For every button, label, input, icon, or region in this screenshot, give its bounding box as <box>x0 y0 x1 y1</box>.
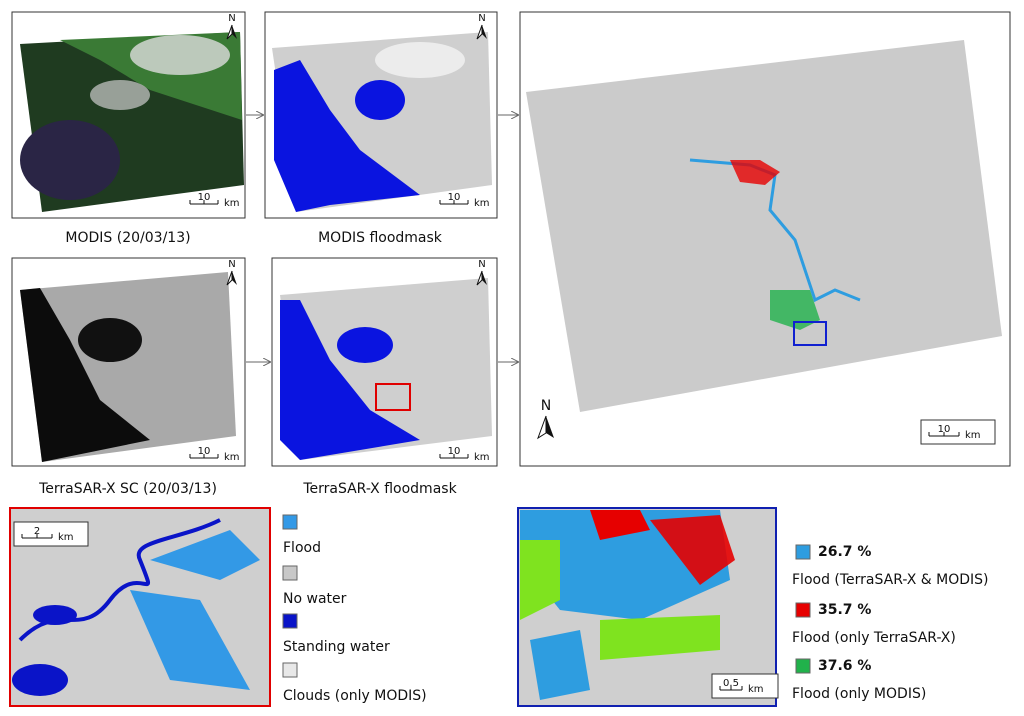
north-arrow <box>546 416 554 438</box>
north-arrow <box>476 24 483 40</box>
scale-box <box>920 419 996 445</box>
north-label: N <box>228 259 235 270</box>
scale-unit: km <box>474 198 490 209</box>
north-arrow <box>226 24 233 40</box>
legend-percent: 26.7 % <box>818 544 871 560</box>
legend-swatch <box>282 662 298 678</box>
north-label: N <box>478 259 485 270</box>
legend-swatch <box>282 565 298 581</box>
scale-value: 10 <box>448 192 461 203</box>
north-arrow <box>476 270 483 286</box>
zoom-standing <box>33 605 77 625</box>
mask-cloud <box>375 42 465 78</box>
mask-flood <box>274 60 420 212</box>
sar-water <box>20 288 150 462</box>
zoom-flood <box>520 540 560 620</box>
scale-box <box>13 521 89 547</box>
scale-value: 0.5 <box>723 678 739 689</box>
zoom-marker <box>793 321 827 346</box>
scale-value: 10 <box>938 424 951 435</box>
north-arrow <box>226 270 233 286</box>
mask-flood <box>337 327 393 363</box>
sar-water <box>78 318 142 362</box>
zoom-flood <box>590 510 650 540</box>
zoom-flood <box>150 530 260 580</box>
north-arrow <box>232 25 237 39</box>
scale-value: 10 <box>448 446 461 457</box>
legend-percent: 35.7 % <box>818 602 871 618</box>
modis-water <box>20 120 120 200</box>
legend-swatch <box>795 544 811 560</box>
scale-unit: km <box>224 198 240 209</box>
caption: TerraSAR-X floodmask <box>302 481 457 497</box>
north-arrow <box>482 271 487 285</box>
zoom-flood <box>530 630 590 700</box>
legend-swatch <box>282 613 298 629</box>
legend-swatch <box>795 602 811 618</box>
scale-unit: km <box>748 684 764 695</box>
main-image <box>526 40 1002 412</box>
legend-label: Standing water <box>283 639 390 655</box>
scale-unit: km <box>58 532 74 543</box>
caption: MODIS (20/03/13) <box>65 230 190 246</box>
main-flood <box>730 160 780 185</box>
zoom-marker <box>375 383 411 411</box>
scale-unit: km <box>224 452 240 463</box>
north-label: N <box>541 398 551 414</box>
north-label: N <box>478 13 485 24</box>
legend-label: Flood (only TerraSAR-X) <box>792 630 956 646</box>
main-flood <box>770 290 820 330</box>
legend-swatch <box>282 514 298 530</box>
north-arrow <box>537 415 547 440</box>
legend-label: Flood (only MODIS) <box>792 686 926 702</box>
legend-label: Flood <box>283 540 321 556</box>
scale-unit: km <box>965 430 981 441</box>
legend-label: Flood (TerraSAR-X & MODIS) <box>792 572 989 588</box>
scale-box <box>711 673 779 699</box>
modis-cloud <box>130 35 230 75</box>
zoom-flood <box>600 615 720 660</box>
zoom-flood <box>130 590 250 690</box>
mask-flood <box>355 80 405 120</box>
legend-label: Clouds (only MODIS) <box>283 688 427 704</box>
zoom-standing <box>12 664 68 696</box>
scale-value: 2 <box>34 526 40 537</box>
north-arrow <box>232 271 237 285</box>
caption: MODIS floodmask <box>318 230 443 246</box>
scale-value: 10 <box>198 446 211 457</box>
zoom-flood <box>650 515 735 585</box>
north-label: N <box>228 13 235 24</box>
mask-flood <box>280 300 420 460</box>
legend-percent: 37.6 % <box>818 658 871 674</box>
scale-value: 10 <box>198 192 211 203</box>
modis-cloud <box>90 80 150 110</box>
caption: TerraSAR-X SC (20/03/13) <box>38 481 217 497</box>
scale-unit: km <box>474 452 490 463</box>
legend-label: No water <box>283 591 347 607</box>
legend-swatch <box>795 658 811 674</box>
north-arrow <box>482 25 487 39</box>
